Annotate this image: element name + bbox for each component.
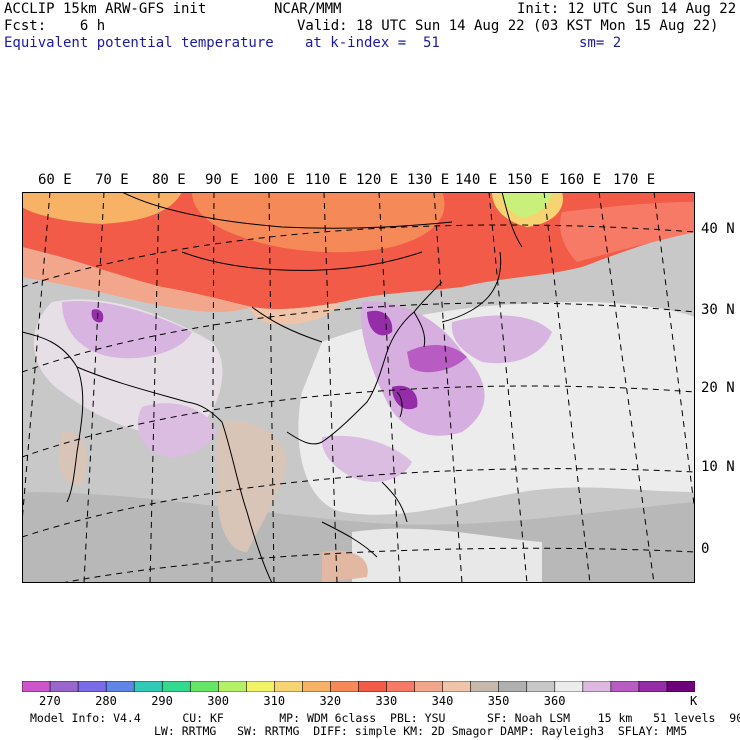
- theta-e-345-southeast-asia: [216, 421, 287, 552]
- valid-time: Valid: 18 UTC Sun 14 Aug 22 (03 KST Mon …: [297, 18, 719, 34]
- longitude-label: 150 E: [507, 172, 550, 188]
- colorbar-swatch: [217, 681, 247, 692]
- colorbar-swatch: [77, 681, 107, 692]
- smoothing-label: sm= 2: [579, 35, 622, 51]
- longitude-label: 160 E: [559, 172, 602, 188]
- colorbar-tick-label: 270: [39, 694, 61, 708]
- level-label: at k-index = 51: [305, 35, 440, 51]
- colorbar-swatch: [414, 681, 444, 692]
- colorbar-swatch: [330, 681, 360, 692]
- colorbar-swatch: [49, 681, 79, 692]
- colorbar-swatch: [666, 681, 695, 692]
- colorbar-swatch: [554, 681, 584, 692]
- colorbar-swatch: [133, 681, 163, 692]
- colorbar-swatch: [161, 681, 191, 692]
- colorbar-swatch: [246, 681, 275, 692]
- colorbar-tick-label: 350: [487, 694, 510, 708]
- colorbar-swatch: [358, 681, 388, 692]
- coastlines: [22, 192, 523, 583]
- longitude-label: 80 E: [152, 172, 186, 188]
- theta-e-335-far-east: [560, 202, 695, 262]
- colorbar-unit: K: [690, 694, 698, 708]
- colorbar-tick-label: 310: [263, 694, 286, 708]
- colorbar-swatch: [105, 681, 135, 692]
- theta-e-335-northern-fringe: [22, 247, 252, 312]
- longitude-label: 140 E: [455, 172, 498, 188]
- longitude-label: 130 E: [407, 172, 450, 188]
- field-name: Equivalent potential temperature: [4, 35, 274, 51]
- colorbar-swatch: [302, 681, 332, 692]
- colorbar-swatch: [638, 681, 668, 692]
- colorbar-tick-label: 320: [319, 694, 342, 708]
- colorbar-swatch: [189, 681, 219, 692]
- colorbar-swatch: [470, 681, 500, 692]
- model-info-line-2: LW: RRTMG SW: RRTMG DIFF: simple KM: 2D …: [154, 724, 688, 738]
- colorbar-tick-label: 340: [431, 694, 454, 708]
- model-title: ACCLIP 15km ARW-GFS init: [4, 1, 207, 17]
- colorbar-swatch: [22, 681, 51, 692]
- longitude-label: 170 E: [613, 172, 656, 188]
- theta-e-345-india-south: [58, 431, 87, 486]
- latitude-label: 0: [701, 541, 710, 557]
- colorbar-swatch: [526, 681, 556, 692]
- theta-e-345-indonesia: [322, 550, 368, 583]
- longitude-label: 100 E: [253, 172, 296, 188]
- forecast-hour: Fcst: 6 h: [4, 18, 106, 34]
- longitude-label: 110 E: [305, 172, 348, 188]
- graticule: [22, 192, 695, 583]
- theta-e-320-siberia: [22, 192, 182, 224]
- colorbar-tick-label: 330: [375, 694, 398, 708]
- colorbar-swatch: [498, 681, 528, 692]
- longitude-label: 90 E: [205, 172, 239, 188]
- institution-label: NCAR/MMM: [274, 1, 342, 17]
- colorbar: [22, 681, 695, 692]
- colorbar-tick-label: 290: [151, 694, 173, 708]
- colorbar-tick-label: 360: [543, 694, 566, 708]
- theta-e-365-bay-of-bengal: [137, 403, 217, 457]
- latitude-label: 20 N: [701, 380, 735, 396]
- theta-e-365-northwest-pacific: [451, 315, 552, 364]
- model-info-line-1: Model Info: V4.4 CU: KF MP: WDM 6class P…: [30, 711, 740, 725]
- colorbar-swatch: [274, 681, 304, 692]
- init-time: Init: 12 UTC Sun 14 Aug 22: [517, 1, 737, 17]
- colorbar-tick-label: 280: [95, 694, 117, 708]
- colorbar-swatch: [610, 681, 640, 692]
- colorbar-swatch: [442, 681, 472, 692]
- theta-e-365-south-china-sea: [321, 435, 412, 482]
- equivalent-potential-temperature-map: [22, 192, 695, 583]
- colorbar-swatch: [386, 681, 416, 692]
- longitude-label: 120 E: [356, 172, 399, 188]
- theta-e-305-cold-tongue: [502, 192, 552, 218]
- longitude-label: 70 E: [95, 172, 129, 188]
- latitude-label: 40 N: [701, 221, 735, 237]
- theta-e-340-tibet-edge: [251, 302, 342, 325]
- theta-e-370-korea-japan: [407, 345, 467, 373]
- latitude-label: 10 N: [701, 459, 735, 475]
- longitude-label: 60 E: [38, 172, 72, 188]
- colorbar-swatch: [582, 681, 612, 692]
- colorbar-tick-label: 300: [207, 694, 229, 708]
- theta-e-370-taiwan: [392, 385, 418, 410]
- latitude-label: 30 N: [701, 302, 735, 318]
